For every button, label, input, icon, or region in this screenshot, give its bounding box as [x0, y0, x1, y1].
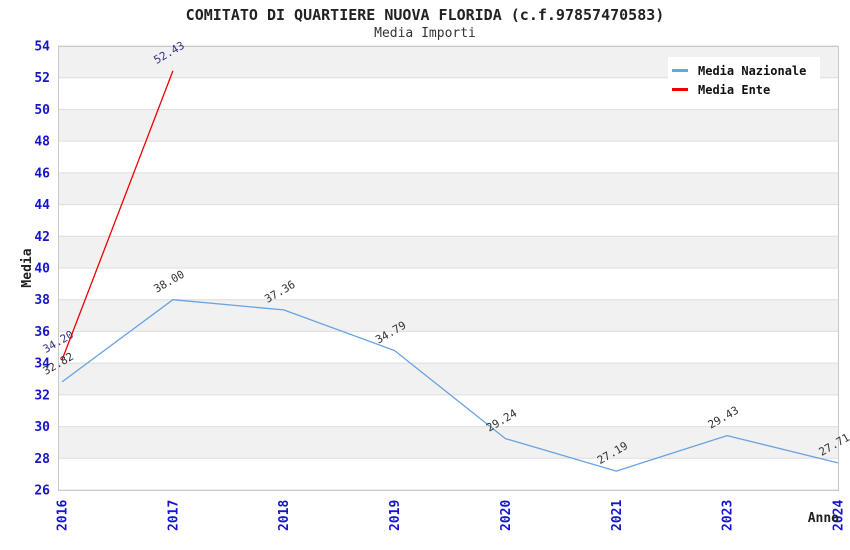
y-tick-label: 44: [34, 198, 50, 213]
chart-title: COMITATO DI QUARTIERE NUOVA FLORIDA (c.f…: [185, 6, 665, 24]
chart-subtitle: Media Importi: [374, 26, 476, 41]
y-tick-label: 26: [34, 484, 50, 499]
y-tick-label: 34: [34, 357, 50, 372]
plot-band: [58, 268, 838, 300]
x-tick-label: 2017: [166, 500, 181, 531]
legend: Media Nazionale Media Ente: [668, 57, 821, 104]
y-tick-label: 32: [34, 388, 50, 403]
y-tick-label: 38: [34, 293, 50, 308]
y-tick-label: 30: [34, 420, 50, 435]
y-tick-label: 50: [34, 103, 50, 118]
plot-band: [58, 236, 838, 268]
x-tick-label: 2019: [388, 500, 403, 531]
plot-band: [58, 141, 838, 173]
plot-band: [58, 204, 838, 237]
plot-band: [58, 331, 838, 364]
plot-band: [58, 426, 838, 459]
x-tick-label: 2021: [610, 500, 625, 531]
plot-band: [58, 172, 838, 205]
plot-band: [58, 363, 838, 395]
y-tick-label: 48: [34, 135, 50, 150]
plot-border: [58, 46, 839, 491]
plot-band: [58, 394, 838, 427]
y-tick-label: 28: [34, 452, 50, 467]
media-nazionale-line: [61, 299, 839, 472]
x-tick-label: 2020: [499, 500, 514, 531]
media-ente-line: [61, 70, 174, 361]
legend-label: Media Nazionale: [698, 63, 807, 78]
x-tick-label: 2016: [56, 500, 71, 531]
plot-band: [58, 458, 838, 490]
y-tick-label: 36: [34, 325, 50, 340]
plot-band: [58, 109, 838, 142]
y-tick-label: 42: [34, 230, 50, 245]
legend-label: Media Ente: [698, 82, 771, 97]
legend-item-media-ente: Media Ente: [672, 80, 806, 99]
plot-band: [58, 299, 838, 332]
x-tick-label: 2023: [721, 500, 736, 531]
y-tick-label: 52: [34, 71, 50, 86]
legend-item-media-nazionale: Media Nazionale: [672, 61, 806, 80]
y-axis-title: Media: [20, 248, 35, 287]
x-axis-title: Anno: [808, 511, 839, 526]
legend-line-sample-icon: [672, 69, 688, 72]
y-tick-label: 54: [34, 40, 50, 55]
legend-line-sample-icon: [672, 88, 688, 91]
y-tick-label: 46: [34, 166, 50, 181]
x-tick-label: 2018: [277, 500, 292, 531]
x-tick-label: 2024: [832, 500, 847, 531]
y-tick-label: 40: [34, 262, 50, 277]
